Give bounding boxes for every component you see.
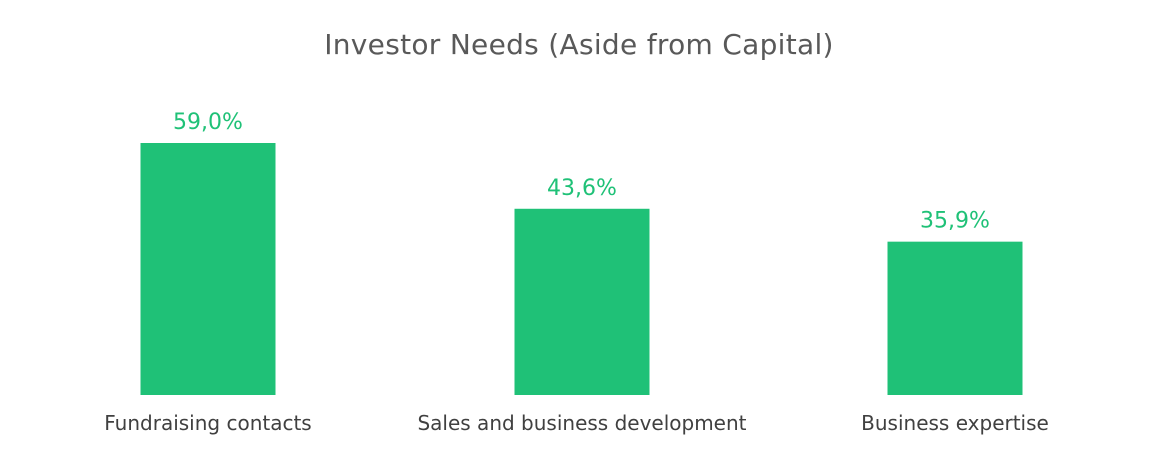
data-label-1: 59,0% [173, 110, 243, 135]
bar-2 [514, 208, 650, 395]
category-label-3: Business expertise [861, 411, 1049, 435]
category-label-1: Fundraising contacts [104, 411, 311, 435]
category-label-2: Sales and business development [417, 411, 746, 435]
chart-title: Investor Needs (Aside from Capital) [324, 28, 834, 61]
bar-3 [887, 241, 1023, 395]
bar-1 [140, 143, 276, 395]
data-label-2: 43,6% [547, 176, 617, 201]
data-label-3: 35,9% [920, 209, 990, 234]
